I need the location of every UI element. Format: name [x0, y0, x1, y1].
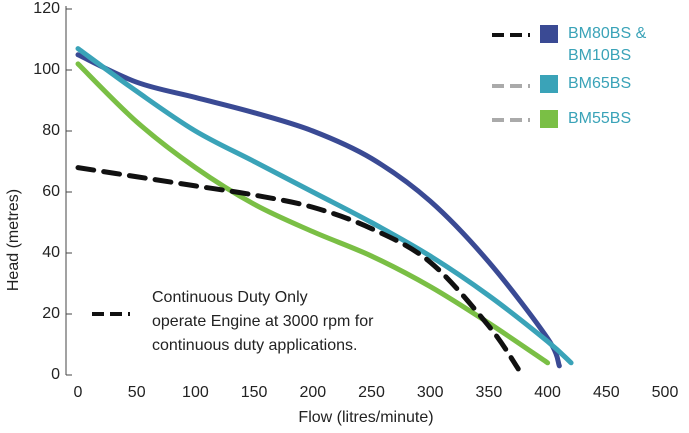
y-tick-label: 40	[42, 244, 60, 261]
y-axis-title: Head (metres)	[5, 189, 22, 291]
x-tick-label: 300	[417, 384, 444, 401]
line	[75, 46, 574, 366]
legend-label: BM55BS	[568, 110, 632, 127]
x-tick-label: 250	[358, 384, 385, 401]
line	[75, 61, 551, 366]
annotation-line: operate Engine at 3000 rpm for	[152, 313, 374, 330]
line	[75, 52, 562, 369]
y-tick-label: 20	[42, 305, 60, 322]
line	[75, 165, 521, 372]
y-tick-label: 120	[33, 0, 60, 17]
x-tick-label: 0	[74, 384, 83, 401]
x-tick-label: 350	[476, 384, 503, 401]
x-axis-title: Flow (litres/minute)	[298, 409, 433, 426]
x-tick-label: 100	[182, 384, 209, 401]
y-tick-label: 60	[42, 183, 60, 200]
y-tick-label: 100	[33, 61, 60, 78]
x-tick-label: 50	[128, 384, 146, 401]
x-tick-label: 450	[593, 384, 620, 401]
annotation-line: continuous duty applications.	[152, 337, 357, 354]
x-tick-label: 500	[652, 384, 679, 401]
x-tick-label: 200	[299, 384, 326, 401]
legend-swatch	[540, 110, 558, 128]
y-tick-label: 0	[51, 366, 60, 383]
annotation-title: Continuous Duty Only	[152, 289, 308, 306]
legend-label: BM80BS & BM10BS	[568, 25, 647, 64]
x-tick-label: 150	[241, 384, 268, 401]
legend-label: BM65BS	[568, 75, 632, 92]
legend-swatch	[540, 75, 558, 93]
x-tick-label: 400	[534, 384, 561, 401]
y-tick-label: 80	[42, 122, 60, 139]
legend-swatch	[540, 25, 558, 43]
